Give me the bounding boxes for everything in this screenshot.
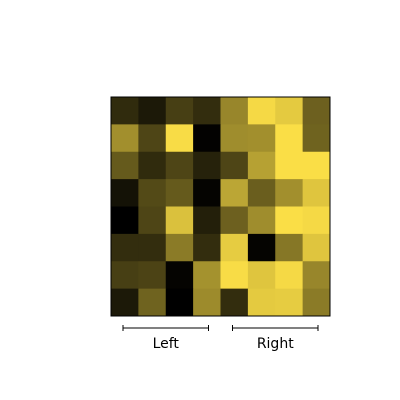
heatmap-cell-r3-c4 [220, 179, 249, 207]
heatmap-cell-r5-c0 [111, 233, 139, 262]
heatmap-cell-r1-c2 [165, 124, 194, 153]
heatmap-cell-r7-c1 [138, 288, 167, 317]
heatmap-cell-r3-c6 [275, 179, 304, 207]
heatmap-cell-r7-c4 [220, 288, 249, 317]
heatmap-cell-r6-c0 [111, 261, 139, 290]
heatmap-cell-r5-c1 [138, 233, 167, 262]
heatmap-cell-r5-c6 [275, 233, 304, 262]
heatmap-cell-r4-c7 [302, 206, 331, 235]
heatmap-cell-r3-c0 [111, 179, 139, 207]
heatmap-cell-r4-c2 [165, 206, 194, 235]
heatmap-cell-r0-c7 [302, 97, 331, 125]
group-label-left: Left [153, 336, 180, 352]
heatmap-cell-r2-c4 [220, 151, 249, 180]
heatmap-cell-r5-c7 [302, 233, 331, 262]
heatmap-cell-r2-c5 [247, 151, 276, 180]
heatmap-frame [110, 96, 331, 317]
heatmap-cell-r0-c2 [165, 97, 194, 125]
heatmap-cell-r4-c4 [220, 206, 249, 235]
group-label-right: Right [257, 336, 294, 352]
heatmap-cell-r7-c5 [247, 288, 276, 317]
heatmap-cell-r7-c2 [165, 288, 194, 317]
heatmap-cells [111, 97, 331, 317]
heatmap-cell-r1-c7 [302, 124, 331, 153]
heatmap-cell-r6-c6 [275, 261, 304, 290]
heatmap-cell-r7-c6 [275, 288, 304, 317]
heatmap-cell-r7-c7 [302, 288, 331, 317]
heatmap-cell-r2-c0 [111, 151, 139, 180]
heatmap-cell-r0-c3 [193, 97, 221, 125]
heatmap-cell-r5-c3 [193, 233, 221, 262]
heatmap-cell-r5-c5 [247, 233, 276, 262]
heatmap-cell-r3-c1 [138, 179, 167, 207]
heatmap-cell-r7-c0 [111, 288, 139, 317]
heatmap-cell-r4-c1 [138, 206, 167, 235]
heatmap-cell-r3-c7 [302, 179, 331, 207]
heatmap-cell-r6-c1 [138, 261, 167, 290]
heatmap-cell-r6-c7 [302, 261, 331, 290]
heatmap-cell-r2-c7 [302, 151, 331, 180]
heatmap-cell-r0-c4 [220, 97, 249, 125]
heatmap-cell-r5-c4 [220, 233, 249, 262]
heatmap-cell-r0-c0 [111, 97, 139, 125]
heatmap-cell-r4-c5 [247, 206, 276, 235]
heatmap-cell-r3-c2 [165, 179, 194, 207]
heatmap-cell-r6-c3 [193, 261, 221, 290]
heatmap-cell-r0-c1 [138, 97, 167, 125]
heatmap-cell-r1-c1 [138, 124, 167, 153]
heatmap-cell-r4-c0 [111, 206, 139, 235]
heatmap-cell-r0-c5 [247, 97, 276, 125]
heatmap-cell-r3-c5 [247, 179, 276, 207]
heatmap-cell-r2-c3 [193, 151, 221, 180]
heatmap-cell-r1-c6 [275, 124, 304, 153]
heatmap-cell-r1-c4 [220, 124, 249, 153]
heatmap-cell-r2-c1 [138, 151, 167, 180]
heatmap-cell-r1-c3 [193, 124, 221, 153]
heatmap-cell-r2-c6 [275, 151, 304, 180]
group-brackets: Left Right [122, 325, 319, 352]
heatmap-cell-r6-c2 [165, 261, 194, 290]
heatmap-cell-r5-c2 [165, 233, 194, 262]
heatmap-cell-r1-c0 [111, 124, 139, 153]
heatmap-cell-r3-c3 [193, 179, 221, 207]
heatmap-cell-r6-c4 [220, 261, 249, 290]
heatmap-cell-r1-c5 [247, 124, 276, 153]
heatmap-cell-r0-c6 [275, 97, 304, 125]
heatmap-cell-r6-c5 [247, 261, 276, 290]
heatmap-cell-r2-c2 [165, 151, 194, 180]
heatmap-cell-r4-c6 [275, 206, 304, 235]
heatmap-cell-r7-c3 [193, 288, 221, 317]
heatmap-cell-r4-c3 [193, 206, 221, 235]
